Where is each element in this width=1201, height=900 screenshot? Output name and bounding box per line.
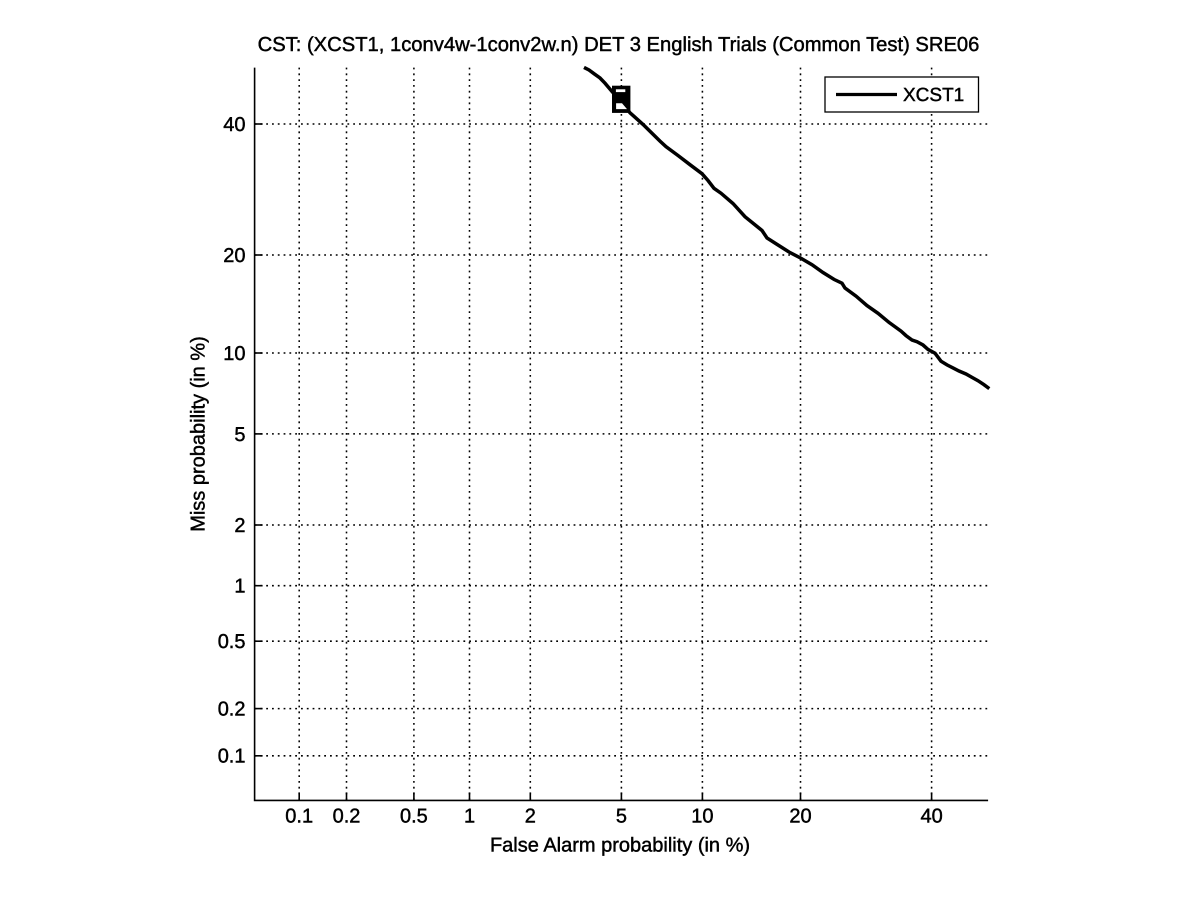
svg-text:0.1: 0.1	[218, 746, 246, 768]
svg-text:0.5: 0.5	[218, 631, 246, 653]
svg-text:40: 40	[920, 806, 942, 828]
svg-text:False Alarm probability (in %): False Alarm probability (in %)	[490, 835, 750, 857]
svg-text:0.2: 0.2	[218, 699, 246, 721]
svg-text:10: 10	[223, 343, 245, 365]
svg-text:1: 1	[234, 576, 245, 598]
svg-text:40: 40	[223, 114, 245, 136]
svg-text:0.1: 0.1	[285, 806, 313, 828]
svg-text:20: 20	[223, 245, 245, 267]
svg-text:20: 20	[789, 806, 811, 828]
svg-text:XCST1: XCST1	[903, 85, 964, 106]
svg-text:2: 2	[234, 515, 245, 537]
svg-text:Miss probability (in %): Miss probability (in %)	[188, 336, 210, 532]
svg-text:0.5: 0.5	[400, 806, 428, 828]
svg-text:5: 5	[234, 424, 245, 446]
svg-text:5: 5	[616, 806, 627, 828]
svg-text:2: 2	[525, 806, 536, 828]
svg-text:0.2: 0.2	[333, 806, 361, 828]
svg-text:1: 1	[464, 806, 475, 828]
svg-text:10: 10	[691, 806, 713, 828]
svg-text:CST: (XCST1, 1conv4w-1conv2w.n: CST: (XCST1, 1conv4w-1conv2w.n) DET 3 En…	[258, 34, 980, 56]
